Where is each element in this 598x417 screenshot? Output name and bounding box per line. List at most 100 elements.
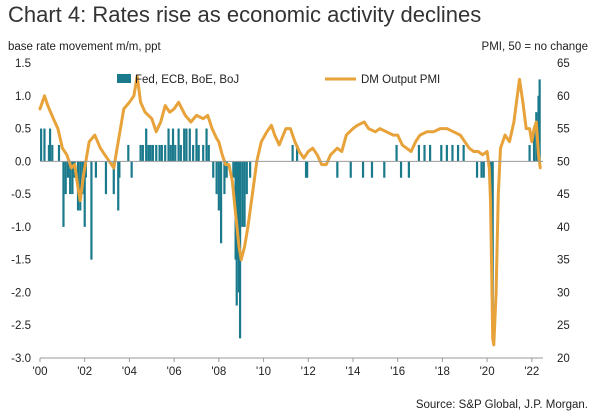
x-axis-tick-label: '06 [167, 366, 182, 378]
bar [183, 128, 186, 162]
x-axis-tick-label: '00 [33, 366, 48, 378]
legend-swatch-bars [117, 74, 131, 83]
right-axis-tick-label: 55 [557, 124, 570, 136]
bar [361, 161, 365, 178]
bar [336, 161, 339, 178]
bar [47, 144, 51, 162]
left-axis-tick-label: -2.0 [11, 287, 31, 299]
bar [295, 144, 299, 162]
bar [167, 128, 170, 162]
bar [174, 144, 177, 162]
bar [445, 144, 448, 162]
bar [171, 128, 175, 162]
bar [57, 144, 61, 162]
bar [117, 161, 120, 211]
chart-title: Chart 4: Rates rise as economic activity… [8, 2, 482, 27]
bar [475, 161, 479, 178]
bar [236, 161, 239, 260]
right-axis-tick-label: 20 [557, 353, 570, 365]
left-axis-tick-label: -0.5 [11, 189, 31, 201]
bar [223, 161, 226, 195]
bar [306, 161, 309, 178]
right-axis-tick-label: 50 [557, 156, 570, 168]
bar [83, 161, 86, 227]
bar [145, 128, 148, 162]
left-axis-tick-label: -1.0 [11, 222, 31, 234]
source-note: Source: S&P Global, J.P. Morgan. [415, 399, 588, 411]
bar [241, 161, 244, 227]
bar [66, 161, 70, 178]
right-axis-unit-label: PMI, 50 = no change [481, 41, 588, 53]
bar [245, 161, 248, 195]
bar [423, 144, 426, 162]
right-axis-tick-label: 60 [557, 91, 570, 103]
bar [249, 161, 252, 178]
bar [104, 161, 108, 195]
bar [217, 161, 220, 211]
bar [160, 144, 163, 162]
bar [151, 144, 154, 162]
bar [528, 144, 531, 162]
right-axis-tick-label: 35 [557, 255, 570, 267]
bar [127, 144, 130, 162]
bar [219, 161, 223, 244]
bar [232, 161, 235, 178]
bar [456, 144, 460, 162]
bar [399, 161, 403, 178]
bar [482, 161, 485, 178]
bar [207, 144, 210, 162]
left-axis-tick-label: -2.5 [11, 320, 31, 332]
bar [480, 161, 483, 178]
bar [94, 161, 97, 178]
x-axis-tick-label: '08 [211, 366, 226, 378]
left-axis-tick-label: -3.0 [11, 353, 31, 365]
bar [62, 161, 65, 227]
bar [185, 128, 188, 162]
bar [130, 161, 133, 178]
left-axis-tick-label: 0.0 [15, 156, 31, 168]
bar [532, 128, 536, 162]
bar [243, 161, 246, 227]
bar [440, 144, 443, 162]
left-axis-unit-label: base rate movement m/m, ppt [8, 41, 161, 53]
legend-label-bars: Fed, ECB, BoE, BoJ [135, 74, 239, 86]
x-axis-tick-label: '16 [390, 366, 405, 378]
bar [225, 161, 228, 178]
bar [51, 144, 54, 162]
left-axis-tick-label: 1.5 [15, 58, 31, 70]
bar [40, 128, 43, 162]
bar [417, 144, 421, 162]
bar [112, 161, 115, 195]
legend-label-line: DM Output PMI [361, 74, 440, 86]
x-axis-tick-label: '14 [345, 366, 361, 378]
x-axis-tick-label: '18 [435, 366, 450, 378]
bar [188, 128, 191, 162]
x-axis-tick-label: '04 [122, 366, 138, 378]
bar [192, 144, 195, 162]
bar [451, 144, 454, 162]
bar [370, 161, 374, 178]
bar [179, 144, 182, 162]
bar [202, 144, 205, 162]
bar [149, 144, 152, 162]
bar [69, 161, 72, 195]
left-axis-tick-label: 1.0 [15, 91, 31, 103]
bar [118, 161, 121, 178]
bar [407, 161, 410, 178]
bar [155, 144, 158, 162]
bar [205, 128, 208, 162]
right-axis-tick-label: 65 [557, 58, 570, 70]
bar [383, 161, 386, 178]
bar [147, 144, 150, 162]
bar [48, 128, 52, 162]
right-axis-tick-label: 40 [557, 222, 570, 234]
bar [90, 161, 93, 260]
bar [164, 144, 167, 162]
x-axis-tick-label: '02 [77, 366, 92, 378]
bar [139, 144, 142, 162]
right-axis-tick-label: 45 [557, 189, 570, 201]
bar [64, 161, 67, 195]
x-axis-tick-label: '20 [480, 366, 495, 378]
bar [212, 161, 215, 178]
